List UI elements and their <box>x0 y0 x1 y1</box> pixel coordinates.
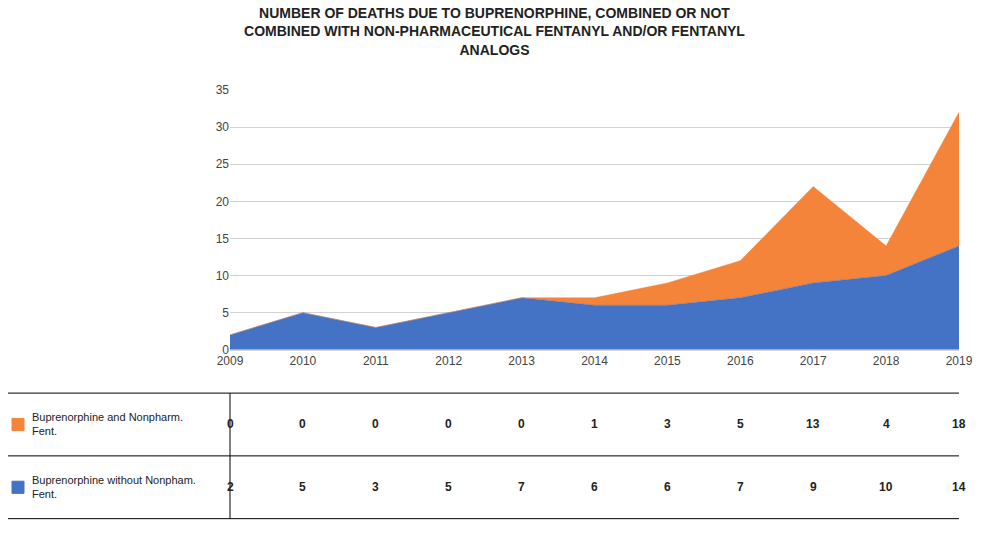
svg-text:18: 18 <box>952 417 966 431</box>
svg-text:0: 0 <box>299 417 306 431</box>
svg-text:5: 5 <box>445 480 452 494</box>
svg-text:7: 7 <box>737 480 744 494</box>
svg-text:6: 6 <box>591 480 598 494</box>
svg-text:2014: 2014 <box>581 354 608 368</box>
svg-text:2018: 2018 <box>873 354 900 368</box>
svg-text:2: 2 <box>227 480 234 494</box>
svg-text:2013: 2013 <box>508 354 535 368</box>
svg-text:0: 0 <box>372 417 379 431</box>
svg-text:9: 9 <box>810 480 817 494</box>
svg-text:5: 5 <box>299 480 306 494</box>
svg-text:3: 3 <box>664 417 671 431</box>
svg-text:2015: 2015 <box>654 354 681 368</box>
svg-text:30: 30 <box>216 120 230 134</box>
svg-text:5: 5 <box>222 306 229 320</box>
svg-text:3: 3 <box>372 480 379 494</box>
svg-text:25: 25 <box>216 157 230 171</box>
svg-text:2009: 2009 <box>217 354 244 368</box>
svg-text:Buprenorphine and Nonpharm.Fen: Buprenorphine and Nonpharm.Fent. <box>32 411 183 437</box>
svg-text:6: 6 <box>664 480 671 494</box>
svg-text:13: 13 <box>806 417 820 431</box>
svg-text:2017: 2017 <box>800 354 827 368</box>
svg-text:NUMBER OF DEATHS DUE TO BUPREN: NUMBER OF DEATHS DUE TO BUPRENORPHINE, C… <box>244 5 745 57</box>
svg-text:0: 0 <box>445 417 452 431</box>
svg-text:1: 1 <box>591 417 598 431</box>
svg-text:5: 5 <box>737 417 744 431</box>
svg-text:0: 0 <box>518 417 525 431</box>
svg-text:2019: 2019 <box>946 354 973 368</box>
svg-text:35: 35 <box>216 83 230 97</box>
svg-text:4: 4 <box>883 417 890 431</box>
svg-text:Buprenorphine without Nonpham.: Buprenorphine without Nonpham.Fent. <box>32 474 196 500</box>
svg-text:15: 15 <box>216 232 230 246</box>
svg-text:20: 20 <box>216 195 230 209</box>
svg-text:14: 14 <box>952 480 966 494</box>
svg-text:2012: 2012 <box>435 354 462 368</box>
svg-text:2016: 2016 <box>727 354 754 368</box>
svg-text:7: 7 <box>518 480 525 494</box>
svg-text:10: 10 <box>879 480 893 494</box>
svg-text:2011: 2011 <box>363 354 389 368</box>
svg-text:0: 0 <box>227 417 234 431</box>
svg-text:10: 10 <box>216 269 230 283</box>
svg-text:2010: 2010 <box>290 354 317 368</box>
svg-text:0: 0 <box>222 343 229 357</box>
